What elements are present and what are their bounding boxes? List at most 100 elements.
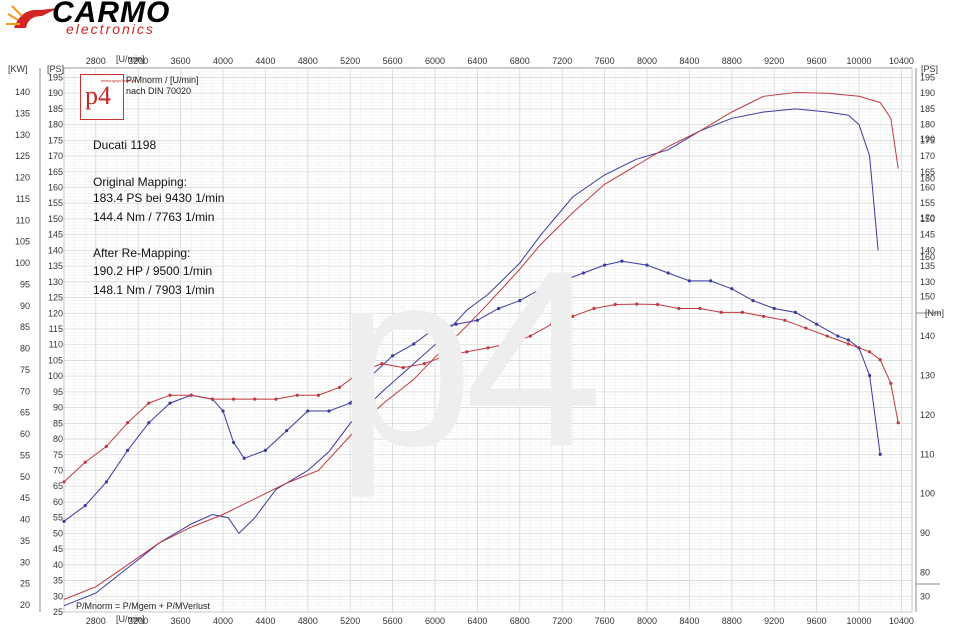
nm-tick-label: 190 (920, 134, 935, 144)
torque-data-point (645, 263, 649, 267)
torque-data-point (709, 279, 713, 283)
torque-data-point (147, 401, 151, 405)
x-tick-label-top: 8000 (637, 56, 657, 66)
logo-sub-text: electronics (66, 21, 155, 37)
kw-tick-label: 135 (15, 108, 30, 118)
torque-data-point (475, 318, 479, 322)
watermark-p4: p4 (335, 219, 603, 498)
unit-ps-left: [PS] (47, 64, 65, 74)
ps-tick-label-left: 150 (48, 214, 63, 224)
nm-tick-label: 160 (920, 252, 935, 262)
x-tick-label-top: 4000 (213, 56, 233, 66)
footer-formula: P/Mnorm = P/Mgem + P/MVerlust (76, 601, 211, 611)
ps-tick-label-left: 75 (53, 450, 63, 460)
x-tick-label-bottom: 4800 (298, 616, 318, 626)
x-tick-label-top: 4400 (255, 56, 275, 66)
torque-data-point (210, 397, 214, 401)
torque-data-point (603, 263, 607, 267)
ps-tick-label-left: 50 (53, 528, 63, 538)
annotation-after-title: After Re-Mapping: (93, 246, 191, 260)
ps-tick-label-right: 155 (920, 198, 935, 208)
torque-data-point (793, 310, 798, 315)
x-tick-label-top: 5200 (340, 56, 360, 66)
x-tick-label-top: 3600 (171, 56, 191, 66)
ps-tick-label-right: 185 (920, 104, 935, 114)
x-tick-label-top: 10400 (889, 56, 914, 66)
x-tick-label-bottom: 4000 (213, 616, 233, 626)
torque-data-point (348, 401, 352, 405)
kw-tick-label: 50 (20, 472, 30, 482)
ps-tick-label-left: 125 (48, 293, 63, 303)
kw-tick-label: 30 (20, 557, 30, 567)
torque-data-point (147, 421, 151, 425)
nm-tick-label: 90 (920, 528, 930, 538)
torque-data-point (433, 326, 437, 330)
kw-tick-label: 140 (15, 87, 30, 97)
ps-tick-label-left: 85 (53, 418, 63, 428)
ps-tick-label-right: 195 (920, 72, 935, 82)
kw-tick-label: 25 (20, 579, 30, 589)
torque-data-point (613, 302, 617, 307)
x-tick-label-bottom: 5200 (340, 616, 360, 626)
x-tick-label-top: 5600 (383, 56, 403, 66)
x-tick-label-top: 7200 (552, 56, 572, 66)
torque-data-point (327, 409, 331, 413)
series-line-power_ps (63, 108, 879, 607)
x-tick-label-bottom: 3600 (171, 616, 191, 626)
ps-tick-label-left: 25 (53, 607, 63, 617)
torque-data-point (285, 429, 289, 433)
ps-tick-label-right: 160 (920, 182, 935, 192)
ps-tick-label-right: 165 (920, 167, 935, 177)
p4-badge: p4 leistungsprüfstände (80, 74, 136, 120)
ps-tick-label-left: 30 (53, 591, 63, 601)
kw-tick-label: 95 (20, 279, 30, 289)
torque-data-point (380, 362, 384, 366)
ps-tick-label-right: 130 (920, 277, 935, 287)
ps-tick-label-left: 195 (48, 72, 63, 82)
ps-tick-label-left: 160 (48, 182, 63, 192)
ps-tick-label-left: 145 (48, 230, 63, 240)
torque-data-point (454, 322, 458, 326)
x-tick-label-top: 8400 (679, 56, 699, 66)
kw-tick-label: 80 (20, 344, 30, 354)
series-line-power_ps (63, 91, 899, 600)
torque-data-point (444, 354, 448, 358)
ps-tick-label-left: 120 (48, 308, 63, 318)
kw-tick-label: 110 (16, 215, 30, 225)
tick-labels: 2800 2800 3200 3200 3600 3600 4000 4000 4400 4400… (15, 56, 935, 626)
torque-data-point (263, 448, 267, 452)
ps-tick-label-left: 45 (53, 544, 63, 554)
ps-tick-label-left: 55 (53, 513, 63, 523)
torque-data-point (62, 480, 66, 484)
x-tick-label-bottom: 7200 (552, 616, 572, 626)
torque-data-point (719, 310, 723, 315)
unit-nm: [Nm] (925, 308, 944, 318)
x-tick-label-top: 6400 (467, 56, 487, 66)
torque-data-point (762, 314, 766, 318)
torque-data-point (804, 326, 808, 330)
annotation-after-power: 190.2 HP / 9500 1/min (93, 264, 213, 278)
ps-tick-label-right: 140 (920, 245, 935, 255)
torque-data-point (168, 401, 172, 405)
torque-data-point (465, 350, 469, 354)
ps-tick-label-left: 90 (53, 403, 63, 413)
nm-tick-label: 120 (920, 410, 935, 420)
torque-data-point (359, 369, 363, 374)
ps-tick-label-right: 150 (920, 214, 935, 224)
ps-tick-label-left: 35 (53, 576, 63, 586)
ps-tick-label-left: 180 (48, 120, 63, 130)
x-tick-label-top: 9600 (807, 56, 827, 66)
torque-data-point (126, 448, 130, 452)
torque-data-point (815, 322, 819, 326)
torque-data-point (369, 373, 373, 378)
header-line1: P/Mnorm / [U/min] (126, 75, 199, 85)
nm-tick-label: 150 (920, 292, 935, 302)
torque-data-point (316, 393, 320, 397)
torque-data-point (306, 409, 310, 413)
kw-tick-label: 35 (20, 536, 30, 546)
kw-tick-label: 55 (20, 450, 30, 460)
nm-tick-label: 140 (920, 331, 935, 341)
torque-data-point (889, 381, 893, 385)
ps-tick-label-right: 190 (920, 88, 935, 98)
